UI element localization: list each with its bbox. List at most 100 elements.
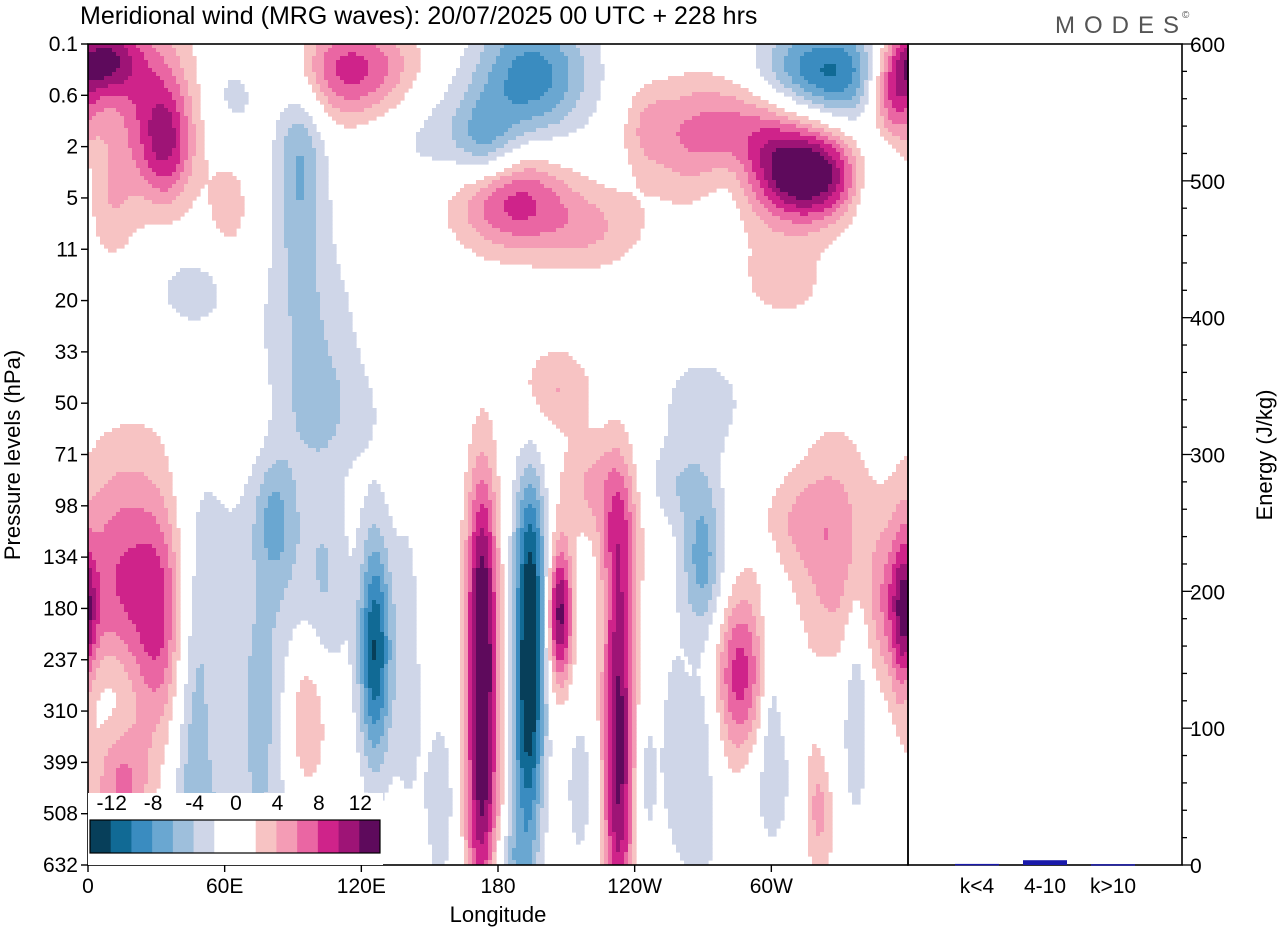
contour-cell	[312, 64, 325, 69]
contour-cell	[636, 596, 641, 601]
contour-cell	[608, 588, 613, 593]
contour-cell	[500, 572, 505, 577]
contour-cell	[892, 516, 909, 521]
contour-cell	[384, 704, 389, 709]
contour-cell	[276, 128, 289, 133]
contour-cell	[720, 712, 725, 717]
contour-cell	[852, 96, 861, 101]
contour-cell	[264, 320, 293, 325]
contour-cell	[196, 144, 205, 149]
contour-cell	[632, 572, 637, 577]
contour-cell	[752, 208, 769, 213]
contour-cell	[272, 640, 289, 645]
contour-cell	[608, 616, 613, 621]
contour-cell	[780, 80, 793, 85]
contour-cell	[752, 248, 825, 253]
contour-cell	[760, 72, 777, 77]
contour-cell	[364, 704, 369, 709]
contour-cell	[488, 456, 497, 461]
contour-cell	[316, 180, 329, 185]
contour-cell	[492, 592, 497, 597]
contour-cell	[268, 432, 301, 437]
contour-cell	[476, 656, 493, 661]
contour-cell	[544, 704, 549, 709]
contour-cell	[736, 696, 745, 701]
contour-cell	[660, 448, 725, 453]
contour-cell	[656, 484, 677, 489]
contour-cell	[540, 508, 545, 513]
contour-cell	[880, 56, 885, 61]
contour-cell	[568, 64, 585, 69]
contour-cell	[480, 452, 485, 457]
contour-cell	[492, 484, 501, 489]
contour-cell	[492, 488, 501, 493]
contour-cell	[160, 524, 173, 529]
contour-cell	[528, 504, 533, 509]
contour-cell	[644, 108, 769, 113]
contour-cell	[460, 612, 465, 617]
contour-cell	[656, 464, 689, 469]
contour-cell	[360, 692, 365, 697]
contour-cell	[256, 500, 269, 505]
contour-cell	[608, 512, 625, 517]
contour-cell	[632, 712, 637, 717]
contour-cell	[264, 336, 293, 341]
contour-cell	[284, 504, 297, 509]
contour-cell	[888, 76, 897, 81]
contour-cell	[744, 696, 753, 701]
contour-cell	[88, 584, 93, 589]
contour-cell	[532, 372, 585, 377]
contour-cell	[716, 556, 725, 561]
contour-cell	[560, 100, 577, 105]
contour-cell	[552, 644, 557, 649]
contour-cell	[88, 96, 101, 101]
contour-cell	[492, 540, 497, 545]
contour-cell	[888, 116, 909, 121]
contour-cell	[540, 536, 545, 541]
contour-cell	[172, 44, 193, 49]
contour-cell	[172, 616, 177, 621]
contour-cell	[472, 484, 477, 489]
contour-cell	[536, 700, 541, 705]
contour-cell	[176, 164, 185, 169]
contour-cell	[760, 684, 765, 689]
contour-cell	[296, 188, 305, 193]
contour-cell	[632, 556, 637, 561]
contour-cell	[376, 524, 393, 529]
contour-cell	[828, 188, 837, 193]
contour-cell	[516, 668, 521, 673]
contour-cell	[268, 300, 289, 305]
contour-cell	[96, 48, 113, 53]
contour-cell	[884, 632, 893, 637]
contour-cell	[328, 96, 345, 101]
contour-cell	[596, 608, 605, 613]
contour-cell	[172, 604, 177, 609]
contour-cell	[304, 72, 317, 77]
contour-cell	[540, 232, 605, 237]
contour-cell	[880, 96, 885, 101]
contour-cell	[296, 176, 305, 181]
contour-cell	[564, 652, 569, 657]
contour-cell	[680, 96, 737, 101]
contour-cell	[612, 576, 617, 581]
contour-cell	[796, 548, 853, 553]
contour-cell	[596, 680, 601, 685]
contour-cell	[904, 700, 909, 705]
contour-cell	[88, 556, 93, 561]
contour-cell	[636, 668, 641, 673]
contour-cell	[536, 568, 541, 573]
contour-cell	[856, 164, 865, 169]
contour-cell	[256, 576, 293, 581]
contour-cell	[604, 688, 609, 693]
contour-cell	[496, 696, 501, 701]
contour-cell	[860, 80, 865, 85]
contour-cell	[372, 644, 377, 649]
contour-cell	[464, 548, 469, 553]
contour-cell	[860, 68, 869, 73]
contour-cell	[324, 644, 341, 649]
logo-mark: ©	[1182, 10, 1190, 21]
contour-cell	[316, 148, 325, 153]
contour-cell	[716, 536, 725, 541]
contour-cell	[564, 52, 581, 57]
contour-cell	[636, 592, 641, 597]
